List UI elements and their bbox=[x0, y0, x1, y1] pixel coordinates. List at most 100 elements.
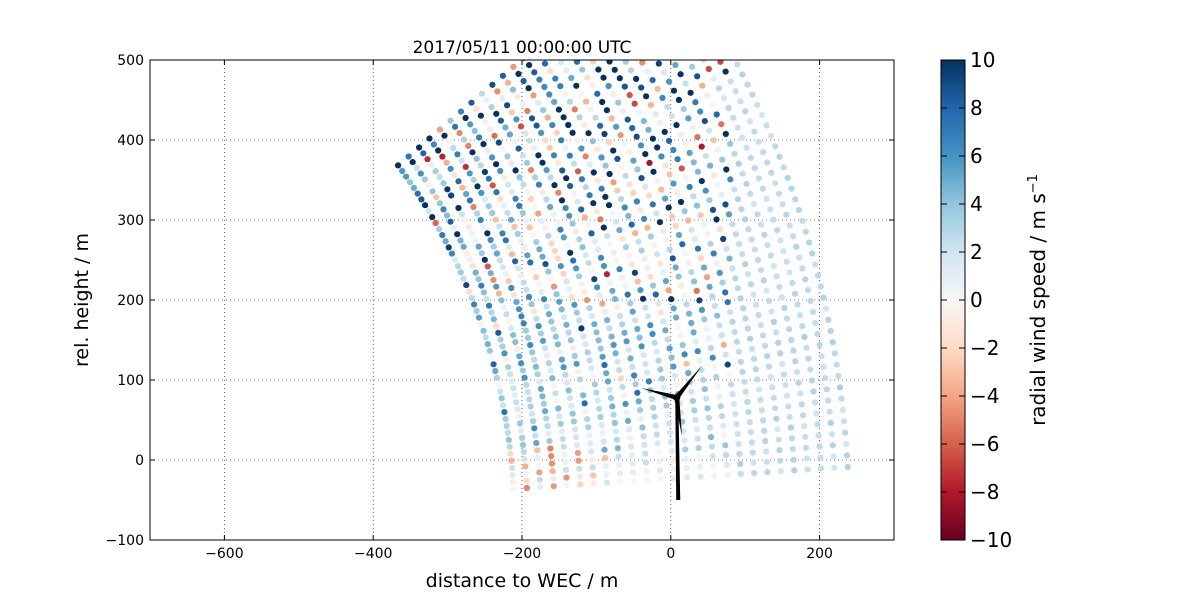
scan-point bbox=[734, 196, 742, 203]
scan-point bbox=[799, 412, 807, 419]
scan-point bbox=[493, 283, 500, 290]
scan-point bbox=[714, 312, 721, 319]
scan-point bbox=[751, 469, 758, 477]
scan-point bbox=[634, 278, 641, 285]
scan-point bbox=[613, 257, 620, 264]
scan-point bbox=[763, 448, 770, 455]
scan-point bbox=[810, 388, 817, 395]
scan-point bbox=[784, 174, 791, 181]
scan-point bbox=[424, 156, 431, 163]
scan-point bbox=[416, 144, 423, 151]
scan-point bbox=[765, 363, 773, 370]
scan-point bbox=[614, 155, 621, 162]
scan-point bbox=[780, 248, 787, 255]
scan-point bbox=[472, 237, 479, 244]
scan-point bbox=[694, 348, 701, 355]
scan-point bbox=[492, 367, 499, 375]
scan-point bbox=[410, 184, 417, 191]
scan-point bbox=[628, 221, 635, 228]
scan-point bbox=[681, 208, 688, 215]
scan-point bbox=[763, 195, 770, 202]
scan-point bbox=[493, 322, 500, 329]
scan-point bbox=[502, 237, 509, 244]
scan-point bbox=[473, 155, 480, 162]
scan-point bbox=[773, 329, 780, 336]
scan-point bbox=[652, 291, 659, 298]
scan-point bbox=[624, 116, 631, 123]
scan-point bbox=[510, 385, 517, 392]
scan-point bbox=[561, 451, 568, 458]
scan-point bbox=[746, 118, 754, 125]
scan-point bbox=[604, 479, 611, 486]
scan-point bbox=[621, 283, 629, 290]
scan-point bbox=[586, 305, 593, 312]
scan-point bbox=[772, 405, 779, 412]
scan-point bbox=[622, 172, 629, 179]
scan-point bbox=[720, 341, 727, 348]
scan-point bbox=[642, 183, 649, 190]
scan-point bbox=[641, 215, 648, 222]
scan-point bbox=[603, 370, 610, 377]
scan-point bbox=[551, 98, 558, 106]
scan-point bbox=[505, 278, 512, 285]
scan-point bbox=[477, 162, 484, 169]
scan-point bbox=[668, 296, 675, 303]
scan-point bbox=[588, 268, 595, 275]
scan-point bbox=[802, 228, 809, 235]
scan-point bbox=[425, 182, 432, 189]
scan-point bbox=[761, 231, 768, 238]
scan-point bbox=[697, 108, 704, 115]
scan-point bbox=[644, 224, 651, 231]
scan-point bbox=[448, 250, 455, 257]
scan-point bbox=[536, 378, 543, 385]
scan-point bbox=[680, 427, 687, 435]
scan-point bbox=[454, 151, 461, 158]
scan-point bbox=[454, 231, 461, 238]
scan-point bbox=[665, 420, 673, 427]
scan-point bbox=[611, 419, 618, 427]
scan-point bbox=[751, 128, 758, 135]
scan-point bbox=[499, 230, 506, 237]
scan-point bbox=[727, 309, 734, 316]
scan-point bbox=[632, 230, 639, 237]
scan-point bbox=[711, 364, 718, 371]
scan-point bbox=[559, 167, 566, 174]
scan-point bbox=[801, 422, 808, 430]
scan-point bbox=[645, 378, 653, 385]
scan-point bbox=[567, 98, 574, 105]
scan-point bbox=[790, 347, 797, 354]
scan-point bbox=[808, 377, 816, 384]
scan-point bbox=[534, 447, 541, 454]
scan-point bbox=[523, 484, 531, 492]
scan-point bbox=[572, 228, 580, 235]
scan-point bbox=[737, 98, 744, 105]
scan-point bbox=[684, 474, 691, 481]
scan-point bbox=[833, 361, 840, 368]
scan-point bbox=[436, 200, 443, 207]
scan-point bbox=[710, 75, 718, 82]
scan-point bbox=[545, 268, 552, 275]
scan-point bbox=[495, 381, 502, 388]
scan-point bbox=[774, 426, 781, 433]
scan-point bbox=[563, 175, 570, 182]
scan-point bbox=[709, 293, 716, 300]
scan-point bbox=[488, 354, 495, 361]
scan-point bbox=[497, 388, 504, 395]
scan-point bbox=[594, 284, 601, 291]
scan-point bbox=[688, 226, 695, 233]
scan-point bbox=[787, 424, 795, 431]
scan-point bbox=[680, 292, 688, 299]
colorbar-tick-label: 4 bbox=[970, 192, 983, 216]
scan-point bbox=[538, 129, 545, 136]
scan-point bbox=[662, 278, 670, 285]
scan-point bbox=[573, 265, 580, 272]
scan-point bbox=[643, 468, 650, 475]
scan-point bbox=[610, 179, 617, 186]
scan-point bbox=[705, 414, 712, 421]
scan-point bbox=[474, 210, 481, 217]
scan-point bbox=[429, 214, 436, 221]
scan-point bbox=[573, 137, 581, 144]
scan-point bbox=[675, 273, 682, 280]
scan-point bbox=[764, 469, 771, 476]
scan-point bbox=[844, 463, 851, 470]
